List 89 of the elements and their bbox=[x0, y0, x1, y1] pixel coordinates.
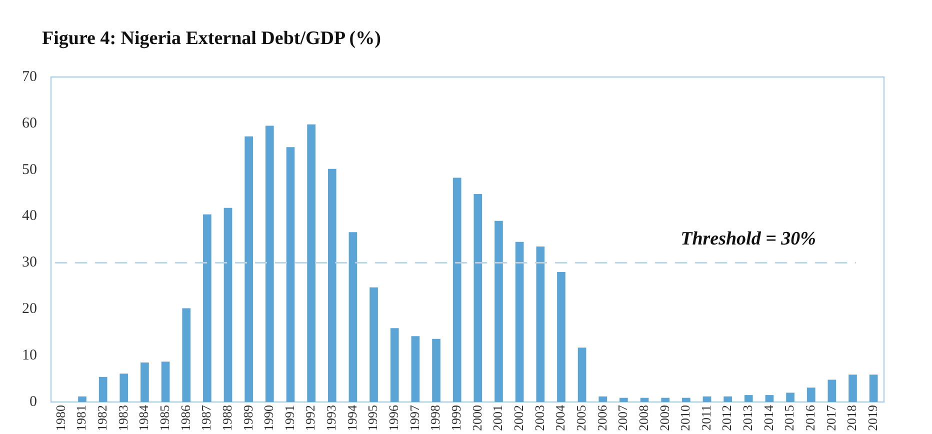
bar bbox=[828, 380, 836, 402]
bar bbox=[286, 147, 295, 402]
bar bbox=[203, 214, 212, 402]
bar bbox=[578, 348, 586, 402]
bar bbox=[182, 308, 191, 402]
bar bbox=[682, 398, 690, 402]
bar bbox=[140, 362, 149, 402]
bar bbox=[724, 396, 732, 402]
x-tick-label: 2002 bbox=[510, 405, 526, 431]
x-tick-label: 2012 bbox=[719, 405, 734, 431]
x-tick-label: 1990 bbox=[261, 405, 276, 431]
y-tick-label: 70 bbox=[22, 68, 37, 85]
x-tick-label: 1985 bbox=[156, 405, 172, 431]
x-tick-label: 2011 bbox=[698, 405, 714, 431]
bar bbox=[744, 395, 753, 402]
x-tick-label: 2005 bbox=[573, 405, 588, 431]
x-tick-label: 2014 bbox=[760, 404, 776, 431]
bar bbox=[244, 136, 254, 402]
x-tick-label: 1988 bbox=[219, 405, 234, 431]
bar bbox=[620, 398, 628, 402]
bar bbox=[161, 362, 170, 402]
bar bbox=[390, 328, 399, 402]
bar bbox=[806, 388, 816, 402]
bar bbox=[598, 396, 608, 402]
bar bbox=[536, 246, 545, 402]
bar bbox=[307, 124, 316, 402]
x-tick-label: 1996 bbox=[386, 404, 402, 431]
x-tick-label: 1982 bbox=[94, 405, 110, 431]
x-tick-label: 2019 bbox=[865, 405, 880, 431]
x-tick-label: 1983 bbox=[115, 405, 130, 431]
x-tick-label: 2000 bbox=[469, 405, 484, 431]
bar bbox=[786, 392, 794, 402]
x-tick-label: 2007 bbox=[615, 404, 630, 431]
x-tick-label: 1984 bbox=[136, 404, 152, 431]
bar bbox=[348, 232, 358, 402]
bar bbox=[432, 338, 440, 402]
bar bbox=[474, 194, 482, 402]
bar bbox=[848, 374, 857, 402]
x-tick-label: 2018 bbox=[844, 405, 860, 431]
chart-title: Figure 4: Nigeria External Debt/GDP (%) bbox=[41, 27, 382, 51]
bar bbox=[78, 396, 86, 402]
bar bbox=[452, 178, 462, 402]
x-tick-label: 2008 bbox=[636, 405, 651, 431]
x-tick-label: 2003 bbox=[532, 405, 547, 431]
y-tick-label: 40 bbox=[22, 208, 37, 224]
y-tick-label: 20 bbox=[22, 301, 37, 318]
x-tick-label: 2006 bbox=[594, 404, 610, 431]
x-tick-label: 2016 bbox=[802, 404, 818, 431]
bar bbox=[370, 287, 378, 402]
x-tick-label: 2013 bbox=[740, 405, 756, 431]
bar bbox=[494, 220, 503, 402]
x-tick-label: 1987 bbox=[198, 404, 214, 431]
x-tick-label: 2010 bbox=[678, 405, 693, 431]
bar bbox=[765, 395, 774, 402]
x-tick-label: 2009 bbox=[656, 405, 672, 431]
y-tick-label: 50 bbox=[22, 162, 37, 178]
x-tick-label: 1994 bbox=[344, 404, 360, 431]
y-tick-label: 60 bbox=[22, 115, 37, 132]
x-tick-label: 1992 bbox=[302, 405, 318, 431]
bar bbox=[702, 396, 712, 402]
x-tick-label: 1991 bbox=[282, 405, 297, 431]
bar bbox=[266, 126, 274, 402]
y-tick-label: 10 bbox=[22, 348, 37, 364]
bar bbox=[557, 272, 566, 402]
x-tick-label: 1981 bbox=[74, 405, 89, 431]
bar bbox=[515, 242, 524, 402]
x-tick-label: 1999 bbox=[448, 405, 464, 431]
bar bbox=[328, 168, 336, 402]
x-tick-label: 2015 bbox=[782, 405, 797, 431]
bar bbox=[661, 398, 670, 402]
bar bbox=[869, 374, 878, 402]
x-tick-label: 2017 bbox=[823, 404, 838, 431]
x-tick-label: 1993 bbox=[324, 405, 339, 431]
x-tick-label: 1997 bbox=[406, 404, 422, 431]
x-tick-label: 1980 bbox=[52, 405, 68, 431]
bar bbox=[120, 374, 128, 402]
bar bbox=[224, 208, 232, 402]
x-tick-label: 1995 bbox=[365, 405, 380, 431]
x-tick-label: 1989 bbox=[240, 405, 256, 431]
x-tick-label: 2004 bbox=[552, 404, 568, 431]
bar bbox=[98, 376, 108, 402]
bar bbox=[411, 336, 420, 402]
bar bbox=[640, 398, 649, 402]
ref-line-label: Threshold = 30% bbox=[680, 228, 816, 250]
x-tick-label: 1998 bbox=[428, 405, 443, 431]
y-tick-label: 0 bbox=[30, 394, 37, 410]
x-tick-label: 2001 bbox=[490, 405, 506, 431]
x-tick-label: 1986 bbox=[178, 404, 193, 431]
y-tick-label: 30 bbox=[22, 254, 37, 271]
